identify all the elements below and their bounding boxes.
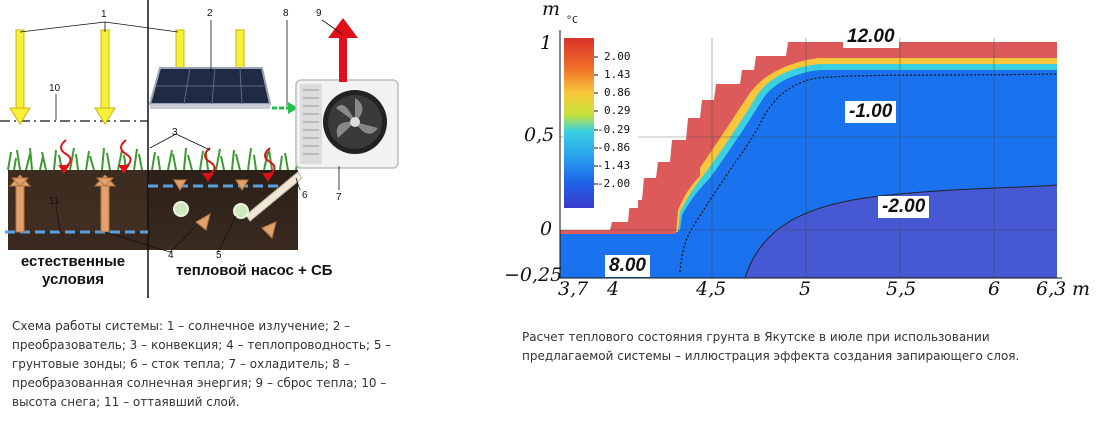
grass-strip	[7, 147, 299, 171]
label-number-6: 6	[302, 190, 308, 201]
x-tick-label: 4,5	[696, 278, 727, 300]
legend-value: -0.29	[597, 123, 631, 136]
system-diagram: 1 2 3 4 5 6 7 8 9 10 11 естественные усл…	[0, 0, 410, 300]
legend-value: 2.00	[604, 50, 631, 63]
legend-value: -2.00	[597, 177, 631, 190]
thawed-soil-natural	[8, 170, 148, 232]
y-tick-label: −0,25	[504, 264, 563, 286]
x-tick-label: 5,5	[886, 278, 917, 300]
convection-arrows	[58, 139, 276, 182]
label-number-8: 8	[283, 8, 289, 19]
y-axis-unit: m	[542, 0, 561, 20]
x-tick-label: 4	[607, 278, 620, 300]
temperature-field-chart: °C 2.00 1.43 0.86 0.29 -0.29 -0.86 -1.43…	[500, 0, 1100, 310]
y-tick-label: 0,5	[524, 124, 555, 146]
label-number-11: 11	[49, 196, 60, 207]
label-number-3: 3	[172, 127, 178, 138]
heat-conduction-arrows	[8, 174, 277, 239]
temperature-field-graphic	[559, 30, 1062, 279]
x-tick-label: 3,7	[558, 278, 589, 300]
x-tick-label: 6,3	[1036, 278, 1067, 300]
leader-lines	[19, 19, 343, 253]
solar-panel	[148, 67, 272, 109]
legend-color-bar	[564, 38, 594, 208]
legend-value: 0.29	[604, 104, 631, 117]
ground-probes	[173, 201, 249, 219]
heat-release-arrow	[328, 18, 358, 82]
right-caption: Расчет теплового состояния грунта в Якут…	[522, 330, 1020, 363]
isotherm-label: 12.00	[843, 26, 899, 48]
isoline-minus1	[679, 73, 1057, 273]
x-tick-label: 5	[799, 278, 812, 300]
deep-frozen-region	[745, 185, 1057, 278]
legend-unit: °C	[566, 15, 579, 26]
label-heat-pump-system: тепловой насос + СБ	[176, 262, 333, 279]
label-number-4: 4	[168, 250, 174, 261]
x-axis-unit: m	[1072, 278, 1091, 300]
label-number-9: 9	[316, 8, 322, 19]
grid-lines	[560, 38, 1057, 278]
converted-energy-arrow	[272, 102, 298, 114]
heat-pump-unit	[295, 79, 399, 169]
label-number-10: 10	[49, 83, 61, 94]
label-number-7: 7	[336, 192, 342, 203]
label-number-5: 5	[216, 250, 222, 261]
y-tick-label: 1	[540, 32, 553, 54]
legend-value: 0.86	[604, 86, 631, 99]
x-tick-label: 6	[988, 278, 1001, 300]
legend-value: 1.43	[604, 68, 631, 81]
label-natural-conditions: естественные условия	[20, 253, 126, 288]
isotherm-label: 8.00	[605, 255, 650, 277]
heat-sink-arrow	[245, 171, 303, 222]
legend-value: -1.43	[597, 159, 631, 172]
label-number-1: 1	[101, 9, 107, 20]
system-diagram-graphic	[0, 0, 399, 298]
legend-value: -0.86	[597, 141, 631, 154]
left-caption: Схема работы системы: 1 – солнечное излу…	[12, 319, 392, 409]
isotherm-label: -2.00	[878, 196, 930, 218]
y-tick-label: 0	[540, 218, 553, 240]
isotherm-label: -1.00	[845, 101, 897, 123]
label-number-2: 2	[207, 8, 213, 19]
air-region	[560, 38, 1057, 230]
